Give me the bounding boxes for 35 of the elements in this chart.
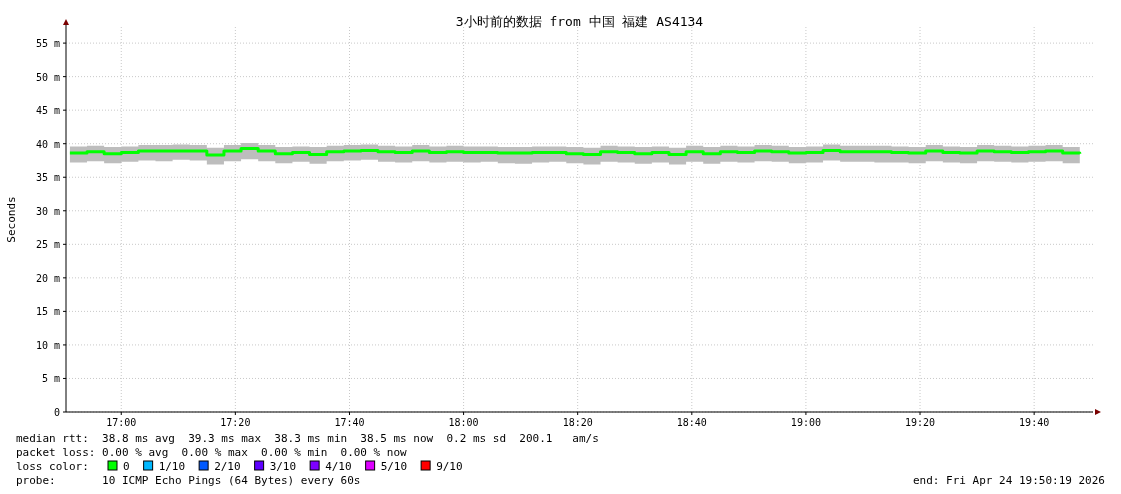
legend-label: 1/10	[158, 460, 186, 473]
y-tick-label: 35 m	[35, 172, 60, 184]
x-tick-label: 18:00	[448, 417, 479, 428]
y-tick-label: 15 m	[35, 306, 60, 318]
x-tick-label: 19:40	[1019, 417, 1050, 428]
legend-label: 5/10	[380, 460, 408, 473]
legend-title: loss color:	[16, 460, 89, 473]
y-tick-label: 55 m	[35, 38, 60, 50]
y-tick-label: 20 m	[35, 272, 60, 284]
y-tick-label: 25 m	[35, 239, 60, 251]
x-tick-label: 17:40	[334, 417, 365, 428]
text: probe: 10 ICMP Echo Pings (64 Bytes) every 60s	[16, 474, 361, 487]
y-tick-label: 5 m	[41, 373, 60, 385]
legend-label: 2/10	[214, 460, 241, 473]
x-tick-label: 17:20	[220, 417, 251, 428]
legend-label: 3/10	[269, 460, 297, 473]
text: packet loss: 0.00 % avg 0.00 % max 0.00 % min 0.00 % now	[16, 446, 408, 459]
x-tick-label: 18:40	[676, 417, 707, 428]
y-tick-label: 40 m	[35, 138, 60, 150]
y-tick-label: 10 m	[35, 339, 60, 351]
chart-title: 3小时前的数据 from 中国 福建 AS4134	[455, 14, 704, 29]
x-tick-label: 17:00	[106, 417, 137, 428]
x-tick-label: 19:20	[904, 417, 936, 428]
legend-label: 9/10	[436, 460, 463, 473]
x-tick-label: 19:00	[790, 417, 821, 428]
x-tick-label: 18:20	[562, 417, 593, 428]
y-tick-label: 0	[53, 407, 60, 418]
y-tick-label: 45 m	[35, 105, 60, 117]
text: end: Fri Apr 24 19:50:19 2026	[912, 474, 1105, 487]
y-tick-label: 50 m	[35, 71, 60, 83]
text: median rtt: 38.8 ms avg 39.3 ms max 38.3 ms min 38.5 ms now 0.2 ms sd 200.1 am/s	[16, 432, 599, 445]
legend-label: 0	[123, 460, 130, 473]
y-tick-label: 30 m	[35, 205, 60, 217]
y-axis-title: Seconds	[5, 196, 18, 243]
legend-label: 4/10	[325, 460, 352, 473]
